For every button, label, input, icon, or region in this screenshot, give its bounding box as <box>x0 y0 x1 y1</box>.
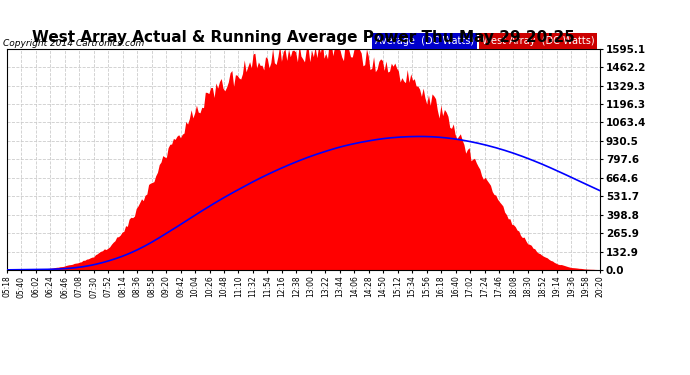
Title: West Array Actual & Running Average Power Thu May 29 20:25: West Array Actual & Running Average Powe… <box>32 30 575 45</box>
Text: Average  (DC Watts): Average (DC Watts) <box>375 36 474 46</box>
Text: West Array  (DC Watts): West Array (DC Watts) <box>482 36 594 46</box>
Text: Copyright 2014 Cartronics.com: Copyright 2014 Cartronics.com <box>3 39 145 48</box>
